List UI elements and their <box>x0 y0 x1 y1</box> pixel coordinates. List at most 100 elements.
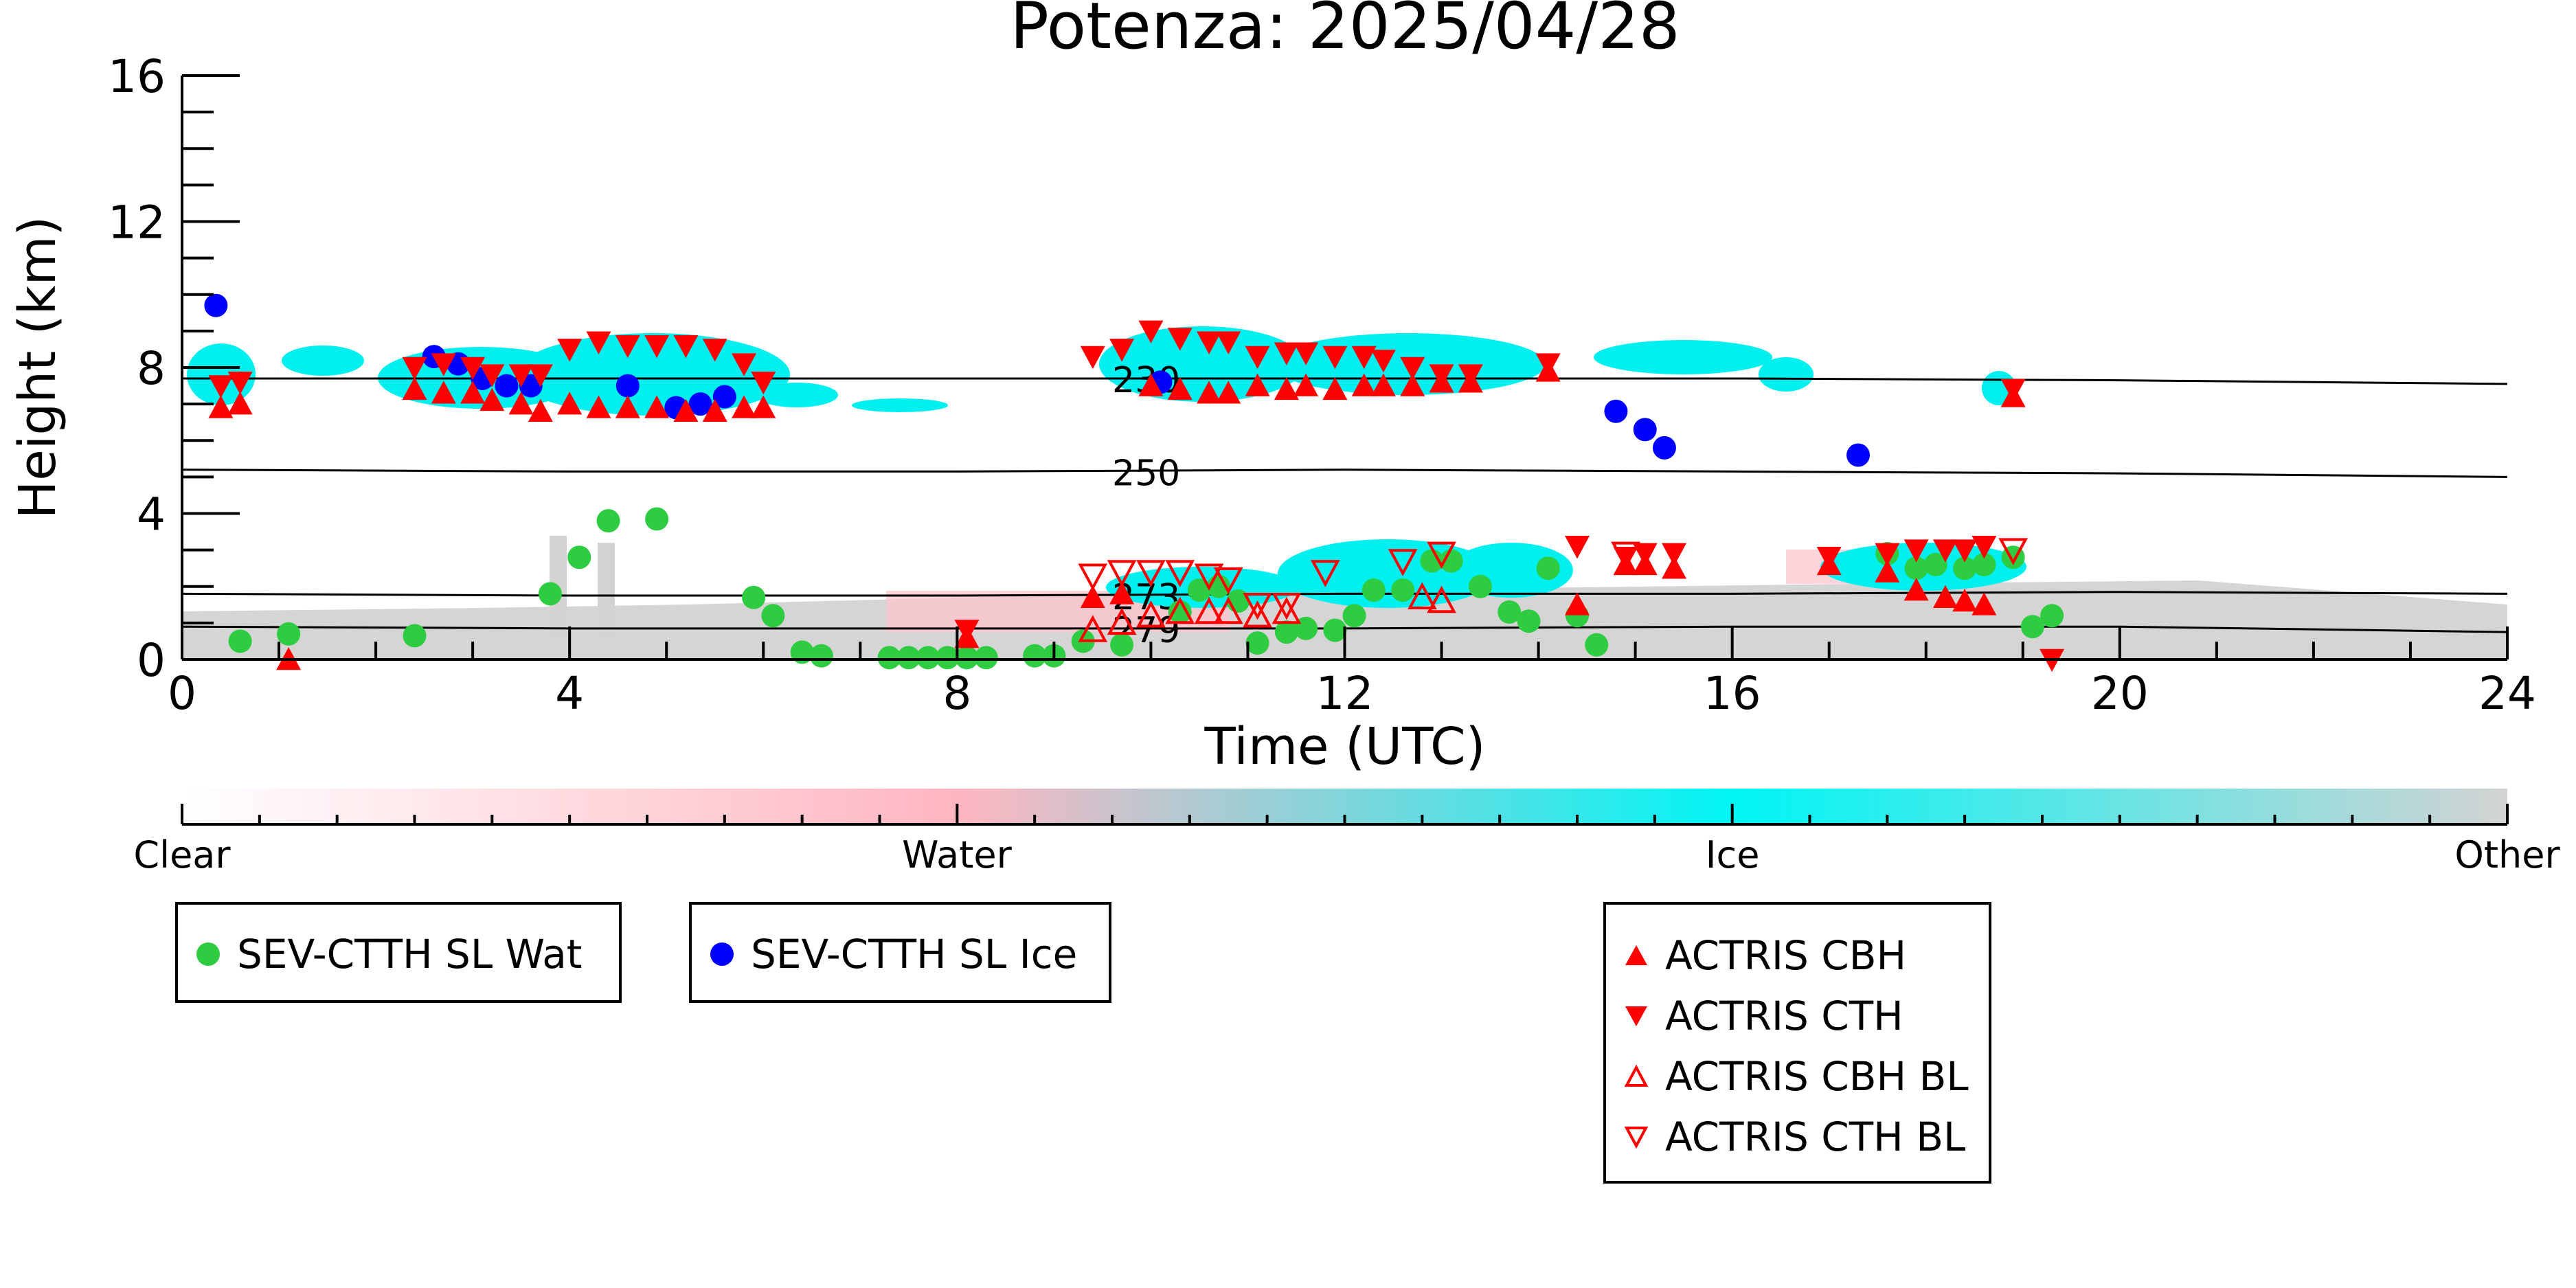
legend-item-actris-cth-bl: ACTRIS CTH BL <box>1616 1114 1965 1160</box>
point-sev-ctth-sl-wat <box>896 646 920 670</box>
point-actris-cth <box>460 357 486 380</box>
x-tick-label: 20 <box>2091 667 2149 720</box>
x-tick-label: 24 <box>2478 667 2536 720</box>
legend-ice: SEV-CTTH SL Ice <box>689 902 1111 1003</box>
point-sev-ctth-sl-wat <box>916 646 940 670</box>
green-circle-icon <box>188 940 229 968</box>
point-actris-cth <box>208 375 234 398</box>
point-sev-ctth-sl-wat <box>742 585 766 609</box>
point-actris-cth-bl <box>1078 563 1108 591</box>
point-actris-cbh <box>1370 373 1396 396</box>
point-actris-cth-bl <box>1310 560 1340 587</box>
point-actris-cth <box>1458 364 1483 387</box>
point-sev-ctth-sl-wat <box>1585 633 1609 657</box>
point-actris-cbh-bl <box>1213 596 1243 624</box>
isotherm-250 <box>181 468 2508 478</box>
point-actris-cbh <box>1952 589 1978 612</box>
point-actris-cth <box>1971 536 1997 559</box>
blue-circle-icon <box>701 940 743 968</box>
series-actris-cth-bl <box>1078 538 2029 620</box>
isotherm-273 <box>181 591 2508 597</box>
point-sev-ctth-sl-wat <box>1972 552 1996 576</box>
point-actris-cbh <box>402 376 427 400</box>
point-actris-cbh <box>1971 592 1997 615</box>
legend-label: ACTRIS CBH <box>1665 932 1907 979</box>
point-actris-cbh <box>1903 578 1929 601</box>
point-sev-ctth-sl-wat <box>567 545 591 569</box>
point-actris-cth <box>1109 339 1135 362</box>
colorbar-label-clear: Clear <box>133 833 231 877</box>
point-sev-ctth-sl-wat <box>1468 574 1492 598</box>
point-actris-cbh <box>751 395 776 418</box>
point-actris-cth <box>1293 342 1319 365</box>
point-actris-cth <box>1662 543 1687 566</box>
point-sev-ctth-sl-wat <box>1923 552 1947 576</box>
point-sev-ctth-sl-wat <box>1323 618 1347 642</box>
axis-ticks: 0 4 8 12 16 20 24 0 4 8 12 16 <box>108 50 2536 720</box>
point-sev-ctth-sl-wat <box>1904 556 1928 580</box>
chart-title: Potenza: 2025/04/28 <box>1010 0 1680 64</box>
legend-label: SEV-CTTH SL Wat <box>237 931 583 978</box>
point-actris-cbh <box>528 398 553 422</box>
point-sev-ctth-sl-wat <box>2040 604 2064 628</box>
point-actris-cbh <box>1138 373 1164 396</box>
point-actris-cbh <box>1400 373 1425 396</box>
point-actris-cth <box>1816 546 1842 570</box>
isotherm-label: 250 <box>1112 453 1180 494</box>
point-actris-cth <box>1322 346 1348 370</box>
point-actris-cbh-bl <box>1427 585 1456 613</box>
legend-item-actris-cbh: ACTRIS CBH <box>1616 932 1906 979</box>
point-actris-cth-bl <box>1427 541 1456 569</box>
x-axis-label: Time (UTC) <box>1204 717 1485 776</box>
point-actris-cth <box>673 335 699 359</box>
point-actris-cth <box>528 364 553 387</box>
point-actris-cth <box>615 335 640 359</box>
point-actris-cth <box>644 335 670 359</box>
point-actris-cbh <box>586 395 611 418</box>
point-sev-ctth-sl-ice <box>1652 436 1676 460</box>
point-sev-ctth-sl-wat <box>1274 620 1298 644</box>
point-sev-ctth-sl-ice <box>688 392 712 416</box>
point-actris-cth <box>732 353 757 376</box>
point-actris-cth <box>1903 539 1929 563</box>
point-sev-ctth-sl-wat <box>538 582 562 606</box>
point-actris-cth <box>1535 353 1561 376</box>
point-actris-cth <box>1370 350 1396 373</box>
point-sev-ctth-sl-ice <box>1604 399 1628 423</box>
point-actris-cbh <box>460 381 486 404</box>
point-actris-cbh <box>1875 559 1900 583</box>
point-sev-ctth-sl-wat <box>1953 556 1977 580</box>
point-actris-cth <box>1632 543 1658 566</box>
legend-water: SEV-CTTH SL Wat <box>175 902 622 1003</box>
point-actris-cth-bl <box>1107 560 1137 587</box>
hollow-triangle-down-icon <box>1616 1123 1657 1151</box>
point-actris-cth <box>227 371 253 395</box>
point-actris-cth <box>1138 320 1164 343</box>
point-actris-cth <box>586 331 611 354</box>
point-actris-cth-bl <box>1213 567 1243 595</box>
legend-label: SEV-CTTH SL Ice <box>751 931 1078 978</box>
legend-actris: ACTRIS CBH ACTRIS CTH ACTRIS CBH BL ACTR… <box>1603 902 1991 1184</box>
y-tick-label: 8 <box>137 342 166 395</box>
hollow-triangle-up-icon <box>1616 1063 1657 1090</box>
point-actris-cbh <box>1932 585 1958 608</box>
point-actris-cth <box>1167 328 1193 351</box>
point-sev-ctth-sl-wat <box>403 624 427 648</box>
point-actris-cth <box>954 620 980 643</box>
point-actris-cth-bl <box>1194 563 1224 591</box>
point-sev-ctth-sl-wat <box>645 507 669 531</box>
legend-label: ACTRIS CTH <box>1665 993 1903 1039</box>
legend-label: ACTRIS CTH BL <box>1665 1114 1966 1160</box>
point-sev-ctth-sl-wat <box>1187 578 1211 602</box>
point-actris-cth <box>1216 331 1241 354</box>
y-axis-label: Height (km) <box>8 216 67 519</box>
point-sev-ctth-sl-wat <box>1498 600 1522 624</box>
point-sev-ctth-sl-wat <box>2020 615 2044 639</box>
point-actris-cbh <box>732 395 757 418</box>
point-actris-cbh <box>1216 381 1241 404</box>
point-actris-cth <box>1080 346 1105 370</box>
point-actris-cth-bl <box>1611 541 1640 569</box>
point-sev-ctth-sl-wat <box>1362 578 1386 602</box>
point-sev-ctth-sl-wat <box>1517 609 1541 633</box>
